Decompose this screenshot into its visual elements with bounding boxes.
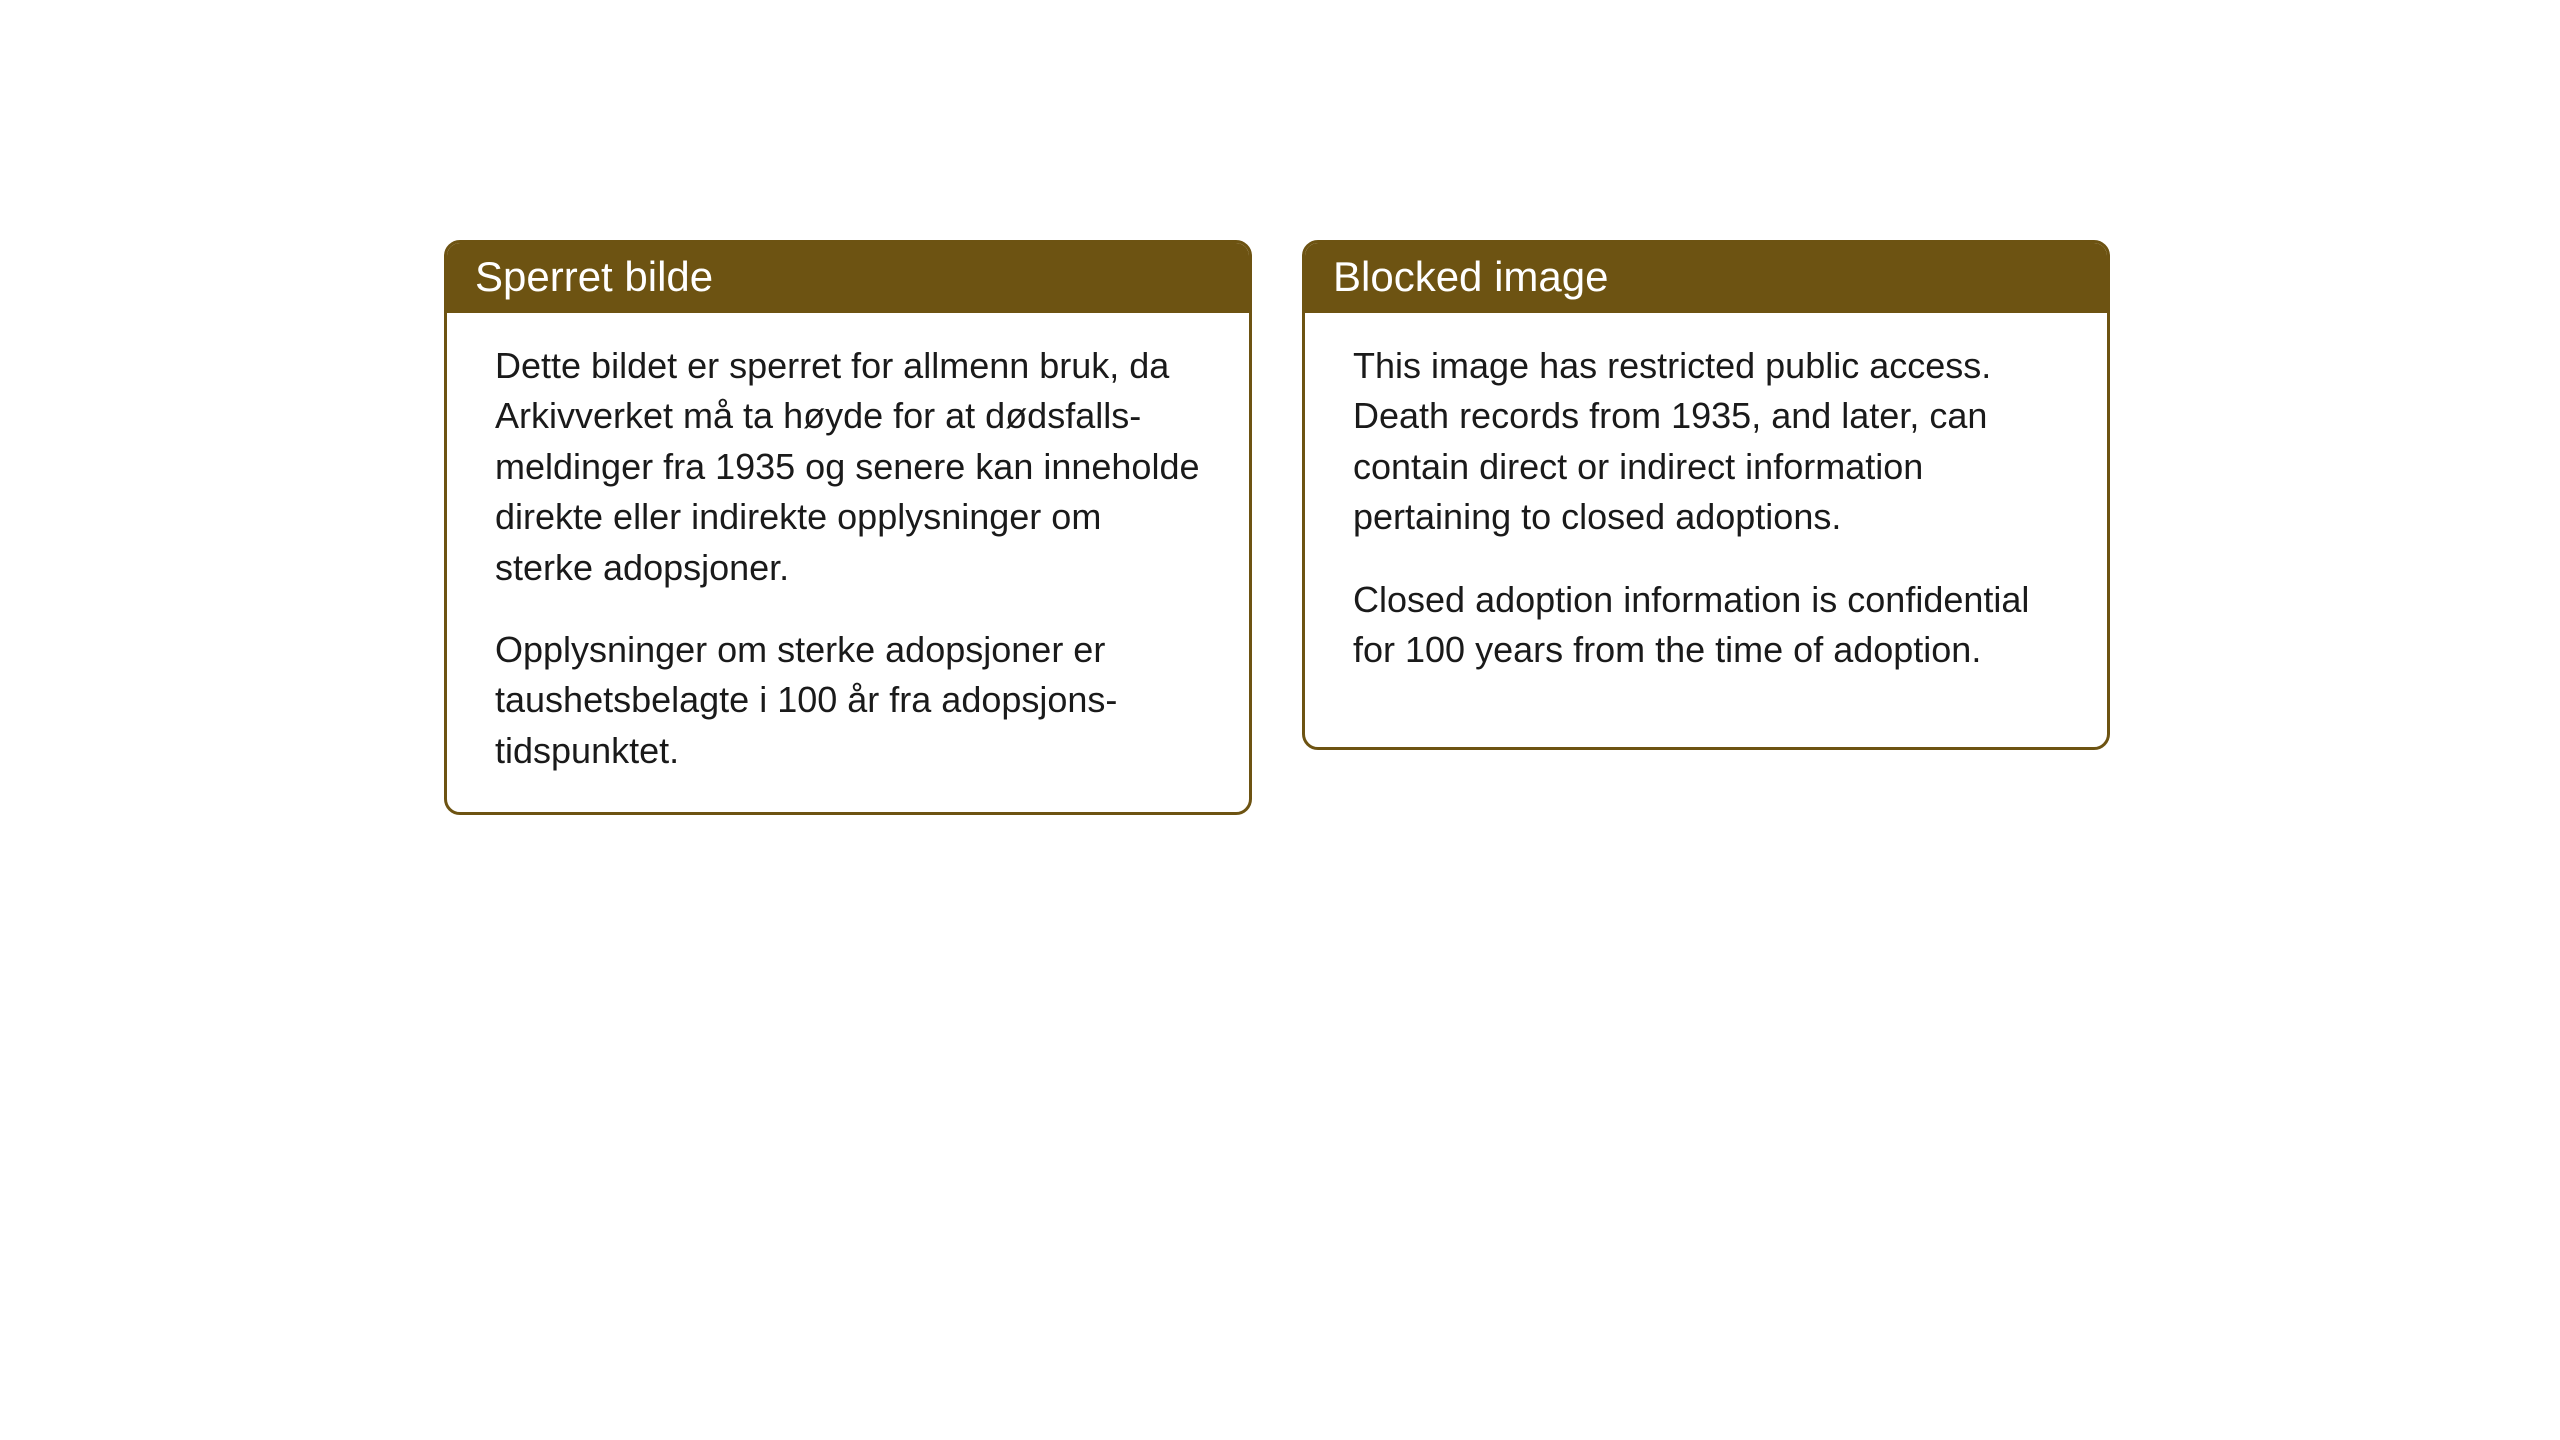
cards-container: Sperret bilde Dette bildet er sperret fo…: [444, 240, 2110, 815]
card-norwegian: Sperret bilde Dette bildet er sperret fo…: [444, 240, 1252, 815]
card-title: Blocked image: [1333, 253, 1608, 300]
card-header-norwegian: Sperret bilde: [447, 243, 1249, 313]
card-body-norwegian: Dette bildet er sperret for allmenn bruk…: [447, 313, 1249, 812]
card-paragraph-1: Dette bildet er sperret for allmenn bruk…: [495, 341, 1201, 593]
card-title: Sperret bilde: [475, 253, 713, 300]
card-paragraph-2: Opplysninger om sterke adopsjoner er tau…: [495, 625, 1201, 776]
card-english: Blocked image This image has restricted …: [1302, 240, 2110, 750]
card-body-english: This image has restricted public access.…: [1305, 313, 2107, 711]
card-paragraph-2: Closed adoption information is confident…: [1353, 575, 2059, 676]
card-paragraph-1: This image has restricted public access.…: [1353, 341, 2059, 543]
card-header-english: Blocked image: [1305, 243, 2107, 313]
